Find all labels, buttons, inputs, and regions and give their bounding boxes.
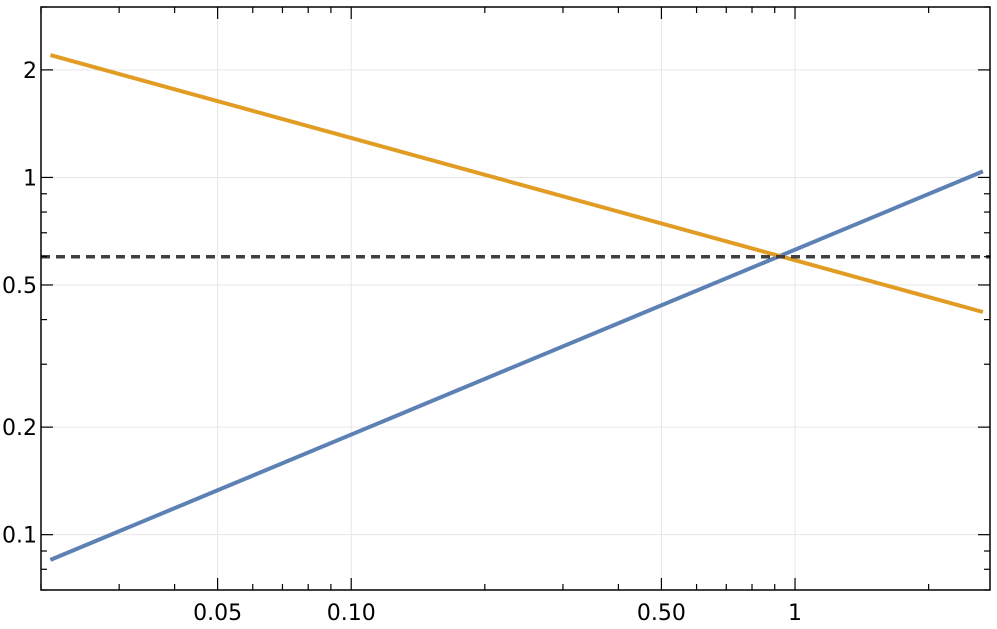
x-tick-label: 0.05 — [193, 601, 242, 626]
axis-ticks — [40, 6, 990, 591]
y-tick-label: 0.5 — [2, 274, 37, 299]
series-line — [49, 53, 984, 314]
plot-frame — [40, 6, 991, 591]
grid-lines — [41, 7, 990, 590]
y-tick-label: 2 — [23, 59, 37, 84]
series-lines — [41, 53, 990, 562]
y-tick-label: 0.2 — [2, 416, 37, 441]
tick-labels: 0.05 0.10 0.50 1 0.1 0.2 0.5 1 2 — [2, 59, 802, 626]
x-tick-label: 0.10 — [327, 601, 376, 626]
y-tick-label: 0.1 — [2, 524, 37, 549]
y-tick-label: 1 — [23, 166, 37, 191]
x-tick-label: 0.50 — [637, 601, 686, 626]
series-line — [49, 169, 984, 562]
x-tick-label: 1 — [788, 601, 802, 626]
